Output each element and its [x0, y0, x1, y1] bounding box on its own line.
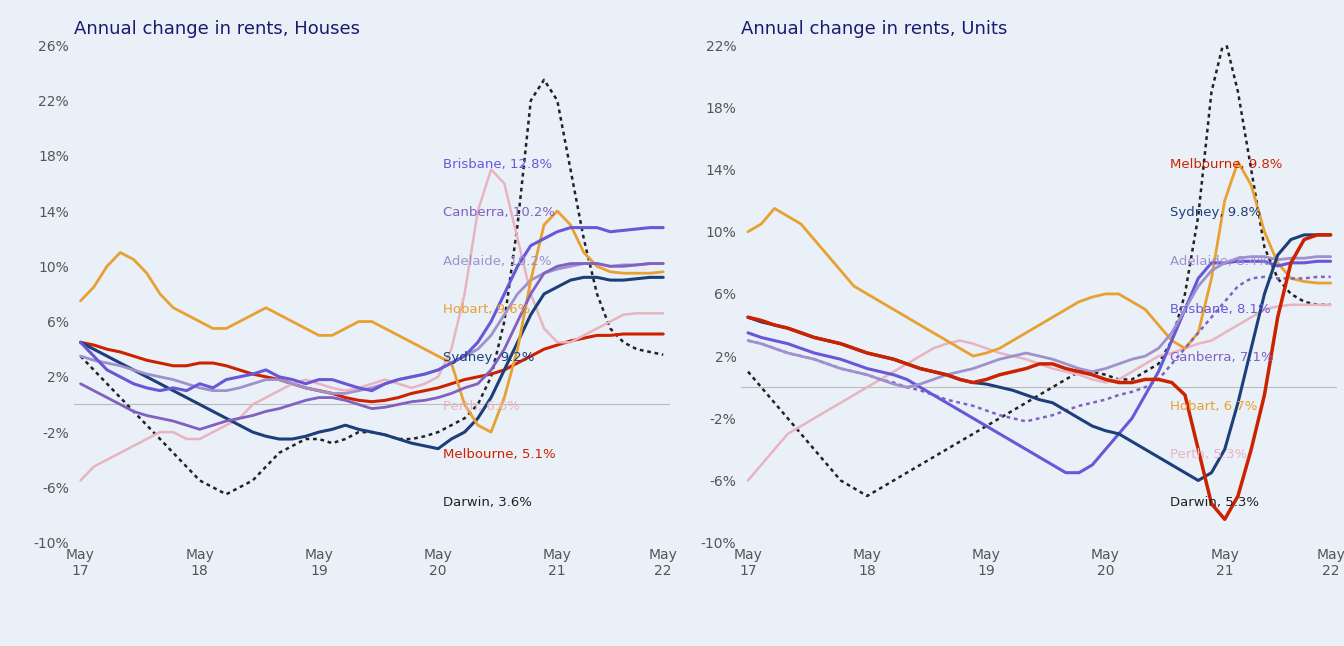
Text: Annual change in rents, Houses: Annual change in rents, Houses [74, 20, 360, 38]
Text: Sydney, 9.2%: Sydney, 9.2% [444, 351, 535, 364]
Text: Brisbane, 8.1%: Brisbane, 8.1% [1171, 303, 1271, 316]
Text: Perth, 6.6%: Perth, 6.6% [444, 400, 520, 413]
Text: Melbourne, 5.1%: Melbourne, 5.1% [444, 448, 556, 461]
Text: Melbourne, 9.8%: Melbourne, 9.8% [1171, 158, 1282, 171]
Text: Darwin, 3.6%: Darwin, 3.6% [444, 496, 532, 509]
Text: Darwin, 5.3%: Darwin, 5.3% [1171, 496, 1259, 509]
Text: Canberra, 10.2%: Canberra, 10.2% [444, 207, 555, 220]
Text: Brisbane, 12.8%: Brisbane, 12.8% [444, 158, 552, 171]
Text: Annual change in rents, Units: Annual change in rents, Units [742, 20, 1008, 38]
Text: Canberra, 7.1%: Canberra, 7.1% [1171, 351, 1274, 364]
Text: Hobart, 9.6%: Hobart, 9.6% [444, 303, 531, 316]
Text: Sydney, 9.8%: Sydney, 9.8% [1171, 207, 1262, 220]
Text: Hobart, 6.7%: Hobart, 6.7% [1171, 400, 1258, 413]
Text: Adelaide, 8.4%: Adelaide, 8.4% [1171, 255, 1270, 267]
Text: Adelaide, 10.2%: Adelaide, 10.2% [444, 255, 552, 267]
Text: Perth, 5.3%: Perth, 5.3% [1171, 448, 1247, 461]
